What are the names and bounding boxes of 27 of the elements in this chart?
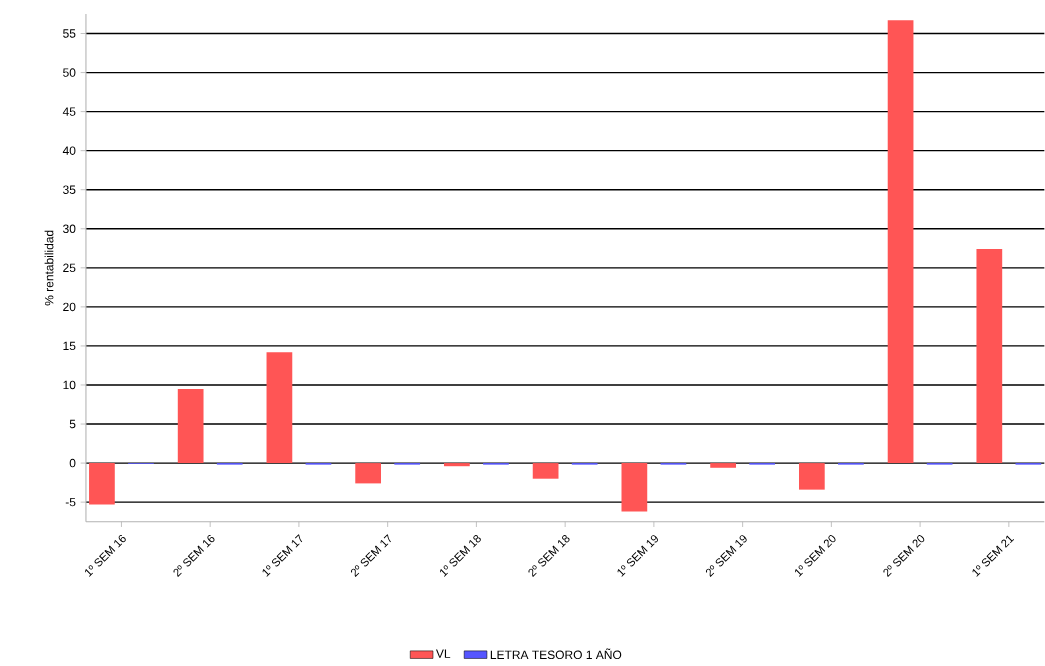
- bar: [444, 462, 470, 467]
- bar: [887, 20, 914, 463]
- bar: [710, 462, 736, 468]
- legend-label: LETRA TESORO 1 AÑO: [490, 648, 622, 659]
- y-axis-title: % rentabilidad: [44, 230, 54, 306]
- bar: [976, 248, 1003, 463]
- y-tick-label: 40: [62, 146, 76, 155]
- y-tick-label: 20: [63, 302, 76, 312]
- y-tick-label: 10: [63, 380, 76, 390]
- y-tick-label: -5: [65, 497, 76, 507]
- bar: [621, 462, 648, 512]
- bar: [532, 462, 559, 479]
- y-tick-label: 35: [63, 185, 76, 194]
- y-tick-label: 5: [69, 419, 76, 429]
- bar: [355, 462, 382, 484]
- legend-label: VL: [435, 649, 451, 658]
- y-tick-label: 45: [62, 107, 76, 116]
- bar: [177, 388, 204, 463]
- bar: [798, 462, 825, 490]
- y-tick-label: 30: [63, 224, 76, 233]
- bar: [89, 462, 115, 505]
- y-tick-label: 50: [63, 68, 76, 77]
- y-tick-label: 0: [69, 458, 76, 468]
- y-tick-label: 55: [63, 29, 76, 38]
- bar: [266, 352, 293, 463]
- y-tick-label: 15: [63, 341, 76, 350]
- y-tick-label: 25: [63, 263, 76, 272]
